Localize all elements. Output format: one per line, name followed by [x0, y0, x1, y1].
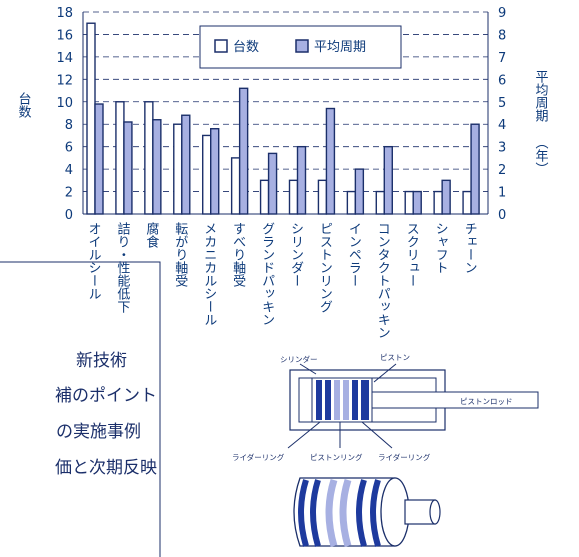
label-rider-ring-right: ライダーリング — [378, 452, 431, 462]
left-tick-label: 18 — [56, 6, 73, 21]
left-tick-label: 0 — [65, 208, 73, 223]
category-label: スクリュー — [404, 222, 419, 287]
bar-period — [470, 123, 480, 215]
left-panel: 新技術 補のポイント の実施事例 価と次期反映 — [0, 261, 161, 557]
legend-box — [199, 25, 402, 69]
category-label: シャフト — [433, 222, 448, 274]
legend-label-period: 平均周期 — [314, 40, 366, 55]
category-label: シリンダー — [288, 222, 303, 287]
category-label: インペラー — [346, 222, 362, 287]
left-axis-title: 台数 — [16, 92, 32, 118]
right-tick-label: 5 — [498, 96, 506, 111]
label-piston: ピストン — [380, 353, 410, 362]
bar-count — [202, 134, 212, 215]
bar-count — [230, 157, 241, 215]
bar-period — [181, 114, 191, 215]
bar-count — [144, 101, 154, 215]
bar-period — [354, 168, 365, 215]
right-tick-label: 3 — [498, 141, 506, 156]
bar-count — [115, 101, 125, 215]
right-tick-label: 4 — [498, 118, 506, 133]
bar-period — [123, 121, 133, 215]
bar-period — [383, 145, 393, 215]
right-tick-label: 8 — [498, 28, 506, 43]
right-tick-label: 0 — [498, 208, 506, 223]
bar-period — [152, 119, 162, 215]
category-label: ピストンリング — [317, 222, 333, 313]
right-tick-label: 7 — [498, 51, 506, 66]
left-tick-label: 4 — [65, 163, 73, 178]
left-panel-line-3: の実施事例 — [56, 422, 141, 442]
left-tick-label: 6 — [65, 141, 73, 156]
legend-swatch-period — [295, 39, 309, 53]
bar-count — [288, 179, 299, 215]
bar-count — [375, 190, 385, 215]
legend-swatch-count — [214, 39, 228, 53]
right-axis-title: 平均周期 — [533, 70, 549, 123]
right-tick-label: 1 — [498, 186, 506, 201]
category-label: チェーン — [462, 222, 477, 274]
piston-diagram: シリンダー ピストン ピストンロッド ライダーリング ピストンリング ライダーリ… — [232, 353, 539, 547]
category-label: すべり軸受 — [230, 222, 246, 287]
piston-rod — [371, 391, 539, 409]
category-label: コンタクトパッキン — [375, 222, 391, 339]
bar-count — [433, 190, 443, 215]
left-tick-label: 8 — [65, 118, 73, 133]
left-tick-label: 12 — [56, 73, 73, 88]
left-tick-label: 2 — [65, 186, 73, 201]
bar-count — [86, 22, 96, 215]
left-panel-line-1: 新技術 — [76, 351, 127, 371]
bar-count — [404, 190, 414, 215]
left-tick-label: 16 — [56, 28, 73, 43]
legend-label-count: 台数 — [233, 40, 259, 55]
bar-period — [238, 87, 249, 215]
bar-period — [296, 145, 307, 215]
left-tick-label: 10 — [56, 96, 73, 111]
category-label: 詰り・性能低下 — [114, 221, 130, 313]
label-cylinder: シリンダー — [280, 354, 318, 364]
label-rider-ring-left: ライダーリング — [232, 452, 285, 462]
category-label: メカニカルシール — [201, 222, 216, 326]
bar-count — [317, 179, 328, 215]
bar-count — [173, 123, 183, 215]
left-panel-line-2: 補のポイント — [55, 386, 157, 406]
left-tick-label: 14 — [56, 51, 73, 66]
label-piston-ring: ピストンリング — [310, 452, 363, 462]
bar-period — [94, 103, 104, 215]
bar-count — [259, 179, 270, 215]
bar-period — [412, 190, 422, 215]
label-piston-rod: ピストンロッド — [460, 397, 513, 406]
right-tick-label: 6 — [498, 73, 506, 88]
category-label: 転がり軸受 — [172, 222, 188, 287]
bar-period — [267, 152, 278, 215]
bar-count — [462, 190, 472, 215]
category-label: 腐食 — [143, 222, 159, 248]
right-axis-unit: （年） — [533, 136, 549, 175]
category-label: グランドパッキン — [259, 222, 275, 326]
bar-period — [325, 107, 336, 215]
legend: 台数 平均周期 — [199, 25, 402, 69]
category-label: オイルシール — [86, 222, 101, 300]
bar-period — [210, 128, 220, 215]
piston-3d-illustration — [293, 477, 441, 547]
right-tick-label: 9 — [498, 6, 506, 21]
left-panel-line-4: 価と次期反映 — [55, 458, 157, 478]
bar-count — [346, 190, 357, 215]
bar-period — [441, 179, 451, 215]
right-tick-label: 2 — [498, 163, 506, 178]
